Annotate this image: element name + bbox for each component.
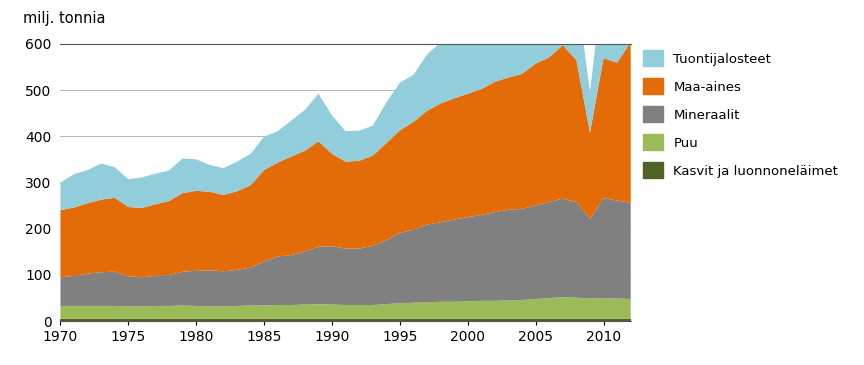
- Legend: Tuontijalosteet, Maa-aines, Mineraalit, Puu, Kasvit ja luonnoneläimet: Tuontijalosteet, Maa-aines, Mineraalit, …: [643, 50, 838, 178]
- Text: milj. tonnia: milj. tonnia: [23, 11, 106, 26]
